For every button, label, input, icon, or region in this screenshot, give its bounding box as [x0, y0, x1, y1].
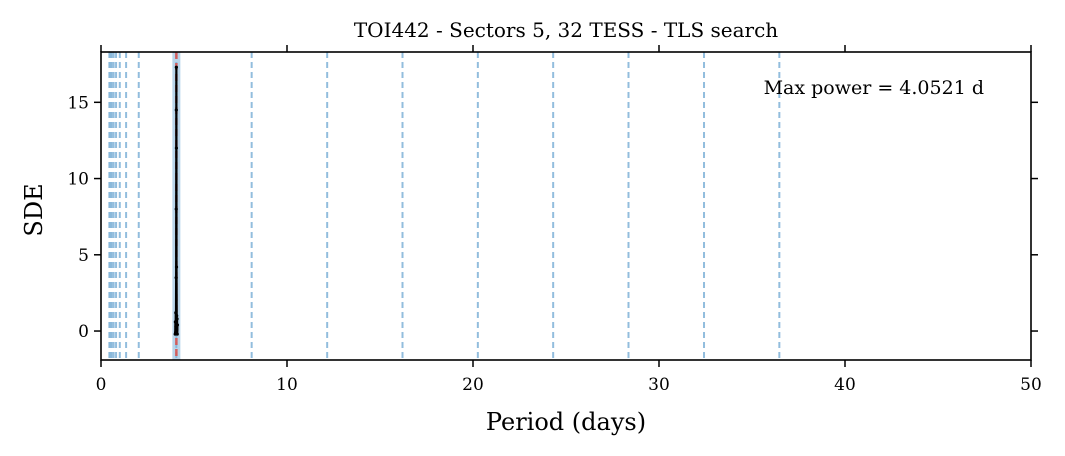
sde-point-13 — [175, 317, 179, 321]
sde-point-1 — [173, 320, 177, 324]
y-axis-label: SDE — [20, 183, 48, 236]
sde-point-7 — [174, 108, 178, 112]
x-tick-label-4: 40 — [834, 375, 856, 395]
sde-point-6 — [174, 207, 178, 211]
x-tick-label-0: 0 — [96, 375, 107, 395]
sde-point-14 — [175, 332, 179, 336]
sde-point-11 — [175, 314, 179, 318]
x-axis-ticks: 0 10 20 30 40 50 — [96, 45, 1042, 395]
max-power-annotation: Max power = 4.0521 d — [764, 77, 984, 99]
sde-point-3 — [174, 311, 178, 315]
sde-point-10 — [174, 265, 179, 269]
sde-point-9 — [174, 146, 179, 150]
harmonic-lines — [108, 52, 781, 360]
y-tick-label-0: 0 — [78, 322, 89, 342]
sde-series — [173, 65, 180, 336]
y-tick-label-2: 10 — [67, 170, 89, 190]
y-tick-label-1: 5 — [78, 246, 89, 266]
sde-point-5 — [174, 276, 178, 280]
sde-point-12 — [175, 327, 179, 332]
sde-point-15 — [175, 323, 180, 327]
x-tick-label-2: 20 — [462, 375, 484, 395]
x-tick-label-5: 50 — [1020, 375, 1042, 395]
plot-frame — [100, 51, 1032, 361]
sde-series-line-0 — [174, 66, 179, 336]
y-axis-ticks: 0 5 10 15 — [67, 93, 1038, 342]
chart-title: TOI442 - Sectors 5, 32 TESS - TLS search — [354, 18, 778, 42]
sde-point-8 — [174, 65, 178, 69]
y-tick-label-3: 15 — [67, 93, 89, 113]
x-tick-label-1: 10 — [276, 375, 298, 395]
x-tick-label-3: 30 — [648, 375, 670, 395]
x-axis-label: Period (days) — [486, 408, 646, 436]
